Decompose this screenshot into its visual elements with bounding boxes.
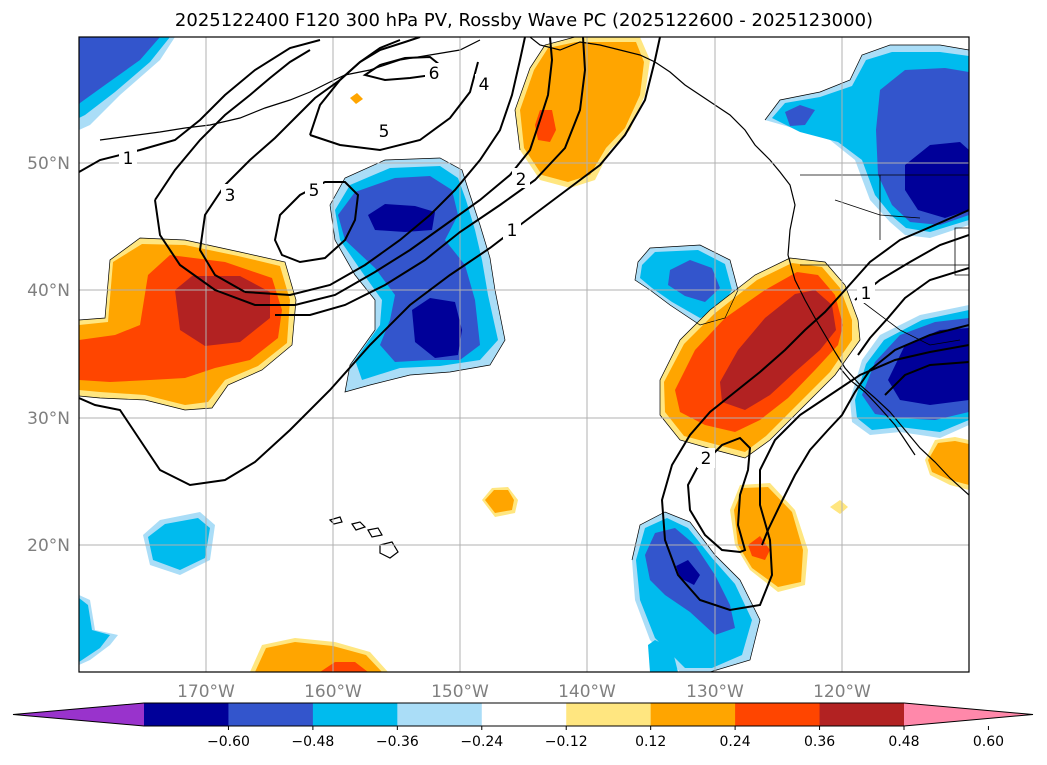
lon-label: 150°W — [431, 682, 489, 702]
map-area: 1 3 5 5 6 4 2 1 1 2 — [79, 37, 969, 672]
pv-contours — [79, 37, 969, 612]
lon-label: 130°W — [686, 682, 744, 702]
colorbar-outline — [12, 702, 1034, 727]
colorbar-tick-label: −0.60 — [207, 734, 250, 750]
contour-label: 1 — [507, 221, 518, 241]
colorbar-tick-label: 0.48 — [888, 734, 919, 750]
pv-contour-labels: 1 3 5 5 6 4 2 1 1 2 — [119, 63, 875, 469]
colorbar-extend-max — [904, 703, 1033, 726]
map-frame — [78, 36, 970, 673]
colorbar-tick-label: 0.12 — [635, 734, 666, 750]
figure-title: 2025122400 F120 300 hPa PV, Rossby Wave … — [175, 10, 873, 31]
colorbar-segment — [228, 703, 314, 726]
contour-label: 1 — [123, 149, 134, 169]
colorbar-tick-label: −0.24 — [460, 734, 503, 750]
contour-label: 2 — [516, 170, 527, 190]
contour-label: 3 — [225, 186, 236, 206]
contour-label: 1 — [861, 284, 872, 304]
longitude-labels: 170°W 160°W 150°W 140°W 130°W 120°W — [177, 682, 871, 702]
lon-label: 120°W — [813, 682, 871, 702]
contour-label: 5 — [379, 122, 390, 142]
colorbar-segment — [144, 703, 229, 726]
political-borders — [800, 174, 969, 346]
contour-label: 5 — [309, 181, 320, 201]
colorbar-tick-label: −0.36 — [376, 734, 419, 750]
colorbar-tick-label: 0.36 — [804, 734, 835, 750]
lat-label: 20°N — [27, 536, 70, 556]
contour-label: 6 — [429, 64, 440, 84]
contour-label: 2 — [701, 449, 712, 469]
lat-label: 40°N — [27, 281, 70, 301]
colorbar-segment — [312, 703, 398, 726]
contour-label: 4 — [479, 75, 490, 95]
colorbar-segment — [566, 703, 652, 726]
anomaly-outlines — [79, 37, 969, 672]
lon-label: 140°W — [558, 682, 616, 702]
gridlines — [79, 37, 969, 672]
colorbar-extend-min — [13, 703, 144, 726]
lat-label: 50°N — [27, 154, 70, 174]
lat-label: 30°N — [27, 409, 70, 429]
colorbar-segment — [481, 703, 567, 726]
colorbar-tick-label: −0.48 — [291, 734, 334, 750]
colorbar-tick-label: 0.24 — [720, 734, 751, 750]
colorbar-tick-label: −0.12 — [545, 734, 588, 750]
colorbar-tick-label: 0.60 — [973, 734, 1004, 750]
colorbar-segment — [650, 703, 736, 726]
colorbar-segment — [735, 703, 821, 726]
colorbar-segment — [397, 703, 483, 726]
lon-label: 170°W — [177, 682, 235, 702]
latitude-labels: 50°N 40°N 30°N 20°N — [27, 154, 70, 556]
lon-label: 160°W — [304, 682, 362, 702]
colorbar-segment — [819, 703, 905, 726]
colorbar: −0.60 −0.48 −0.36 −0.24 −0.12 0.12 0.24 0.36 0.4… — [12, 702, 1034, 750]
